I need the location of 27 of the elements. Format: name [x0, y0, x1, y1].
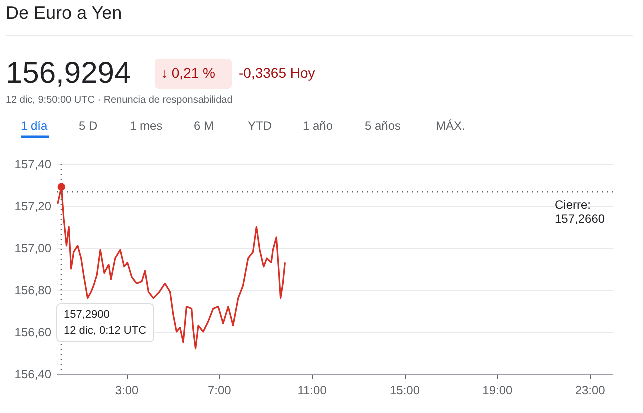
x-tick-label: 23:00 [575, 384, 606, 398]
text: 1 año [303, 119, 334, 133]
x-tick-label: 7:00 [208, 384, 232, 398]
x-tick-label: 19:00 [482, 384, 514, 398]
y-tick-label: 157,40 [14, 158, 52, 172]
text: YTD [248, 119, 272, 133]
text: 1 mes [130, 119, 163, 133]
y-tick-label: 156,60 [14, 326, 52, 340]
text: 1 día [21, 119, 48, 133]
x-tick-label: 3:00 [115, 384, 139, 398]
text: 6 M [194, 119, 214, 133]
text: 156,9294 [6, 57, 132, 90]
x-tick-label: 15:00 [390, 384, 420, 398]
x-tick-label: 11:00 [298, 384, 328, 398]
chart-title: De Euro a Yen [6, 3, 122, 23]
text: ↓ 0,21 % [161, 65, 216, 81]
text: 5 D [79, 119, 98, 133]
y-tick-label: 157,20 [14, 200, 52, 214]
text: MÁX. [436, 119, 466, 133]
text: 12 dic, 9:50:00 UTC · Renuncia de responsabilidad [6, 95, 233, 106]
y-tick-label: 157,00 [14, 242, 52, 256]
text: -0,3365 Hoy [239, 65, 316, 81]
text: 5 años [365, 119, 402, 133]
y-tick-label: 156,40 [14, 368, 52, 382]
annotation: 157,2900 12 dic, 0:12 UTC [64, 309, 147, 337]
y-tick-label: 156,80 [14, 284, 52, 298]
ref-line-label: Cierre: 157,2660 [555, 198, 606, 226]
